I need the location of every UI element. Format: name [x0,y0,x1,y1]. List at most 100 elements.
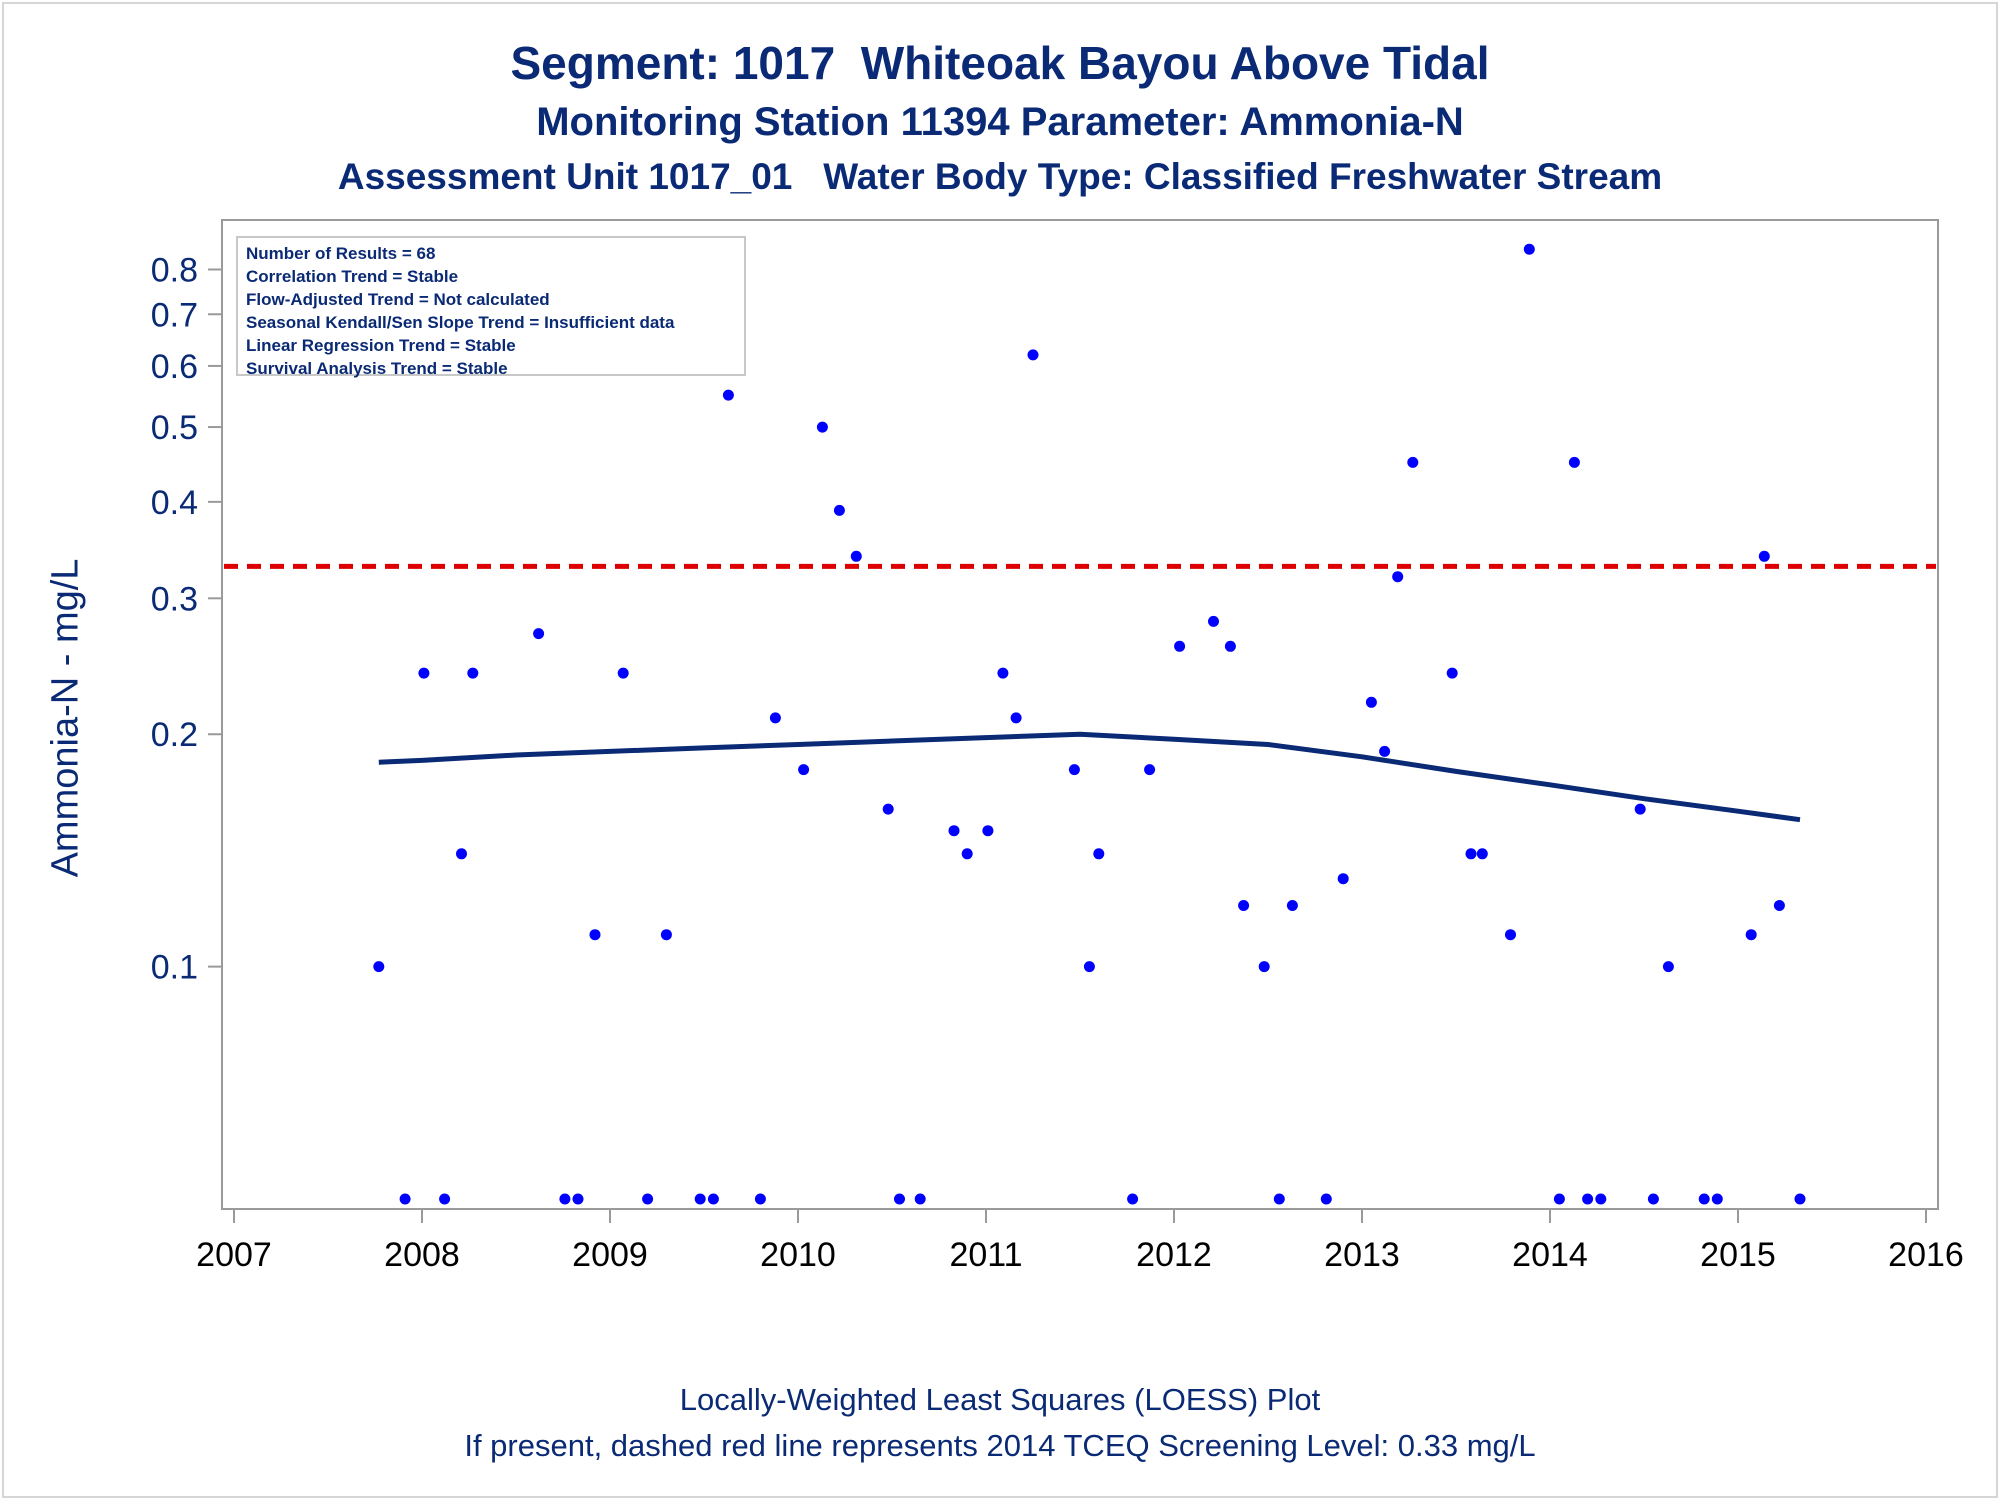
data-point [589,929,601,941]
y-tick-label: 0.2 [151,716,198,754]
data-point [798,764,810,776]
data-point [439,1193,451,1205]
data-point [816,421,828,433]
trend-stats-box: Number of Results = 68 Correlation Trend… [236,236,746,378]
data-point [722,389,734,401]
chart-title: Segment: 1017 Whiteoak Bayou Above Tidal [510,37,1490,89]
data-point [1068,764,1080,776]
data-point [1407,456,1419,468]
data-point [1711,1193,1723,1205]
x-tick-label: 2014 [1512,1236,1588,1274]
data-point [1505,929,1516,941]
data-point [833,504,845,516]
data-point [1476,848,1488,860]
data-point [1208,615,1219,627]
loess-curve [378,731,1801,823]
data-point [997,667,1009,679]
data-point [769,712,781,724]
x-tick-label: 2010 [760,1236,836,1274]
data-point [533,628,545,640]
data-point [1582,1193,1594,1205]
data-point [982,825,994,837]
data-point [1634,803,1646,815]
data-point [1446,667,1458,679]
data-point [1273,1193,1285,1205]
data-point [1027,349,1039,361]
data-point [1698,1193,1710,1205]
data-point [1662,961,1674,973]
data-point [418,667,430,679]
y-tick-label: 0.8 [151,251,198,289]
x-tick-label: 2012 [1136,1236,1212,1274]
chart-subtitle-station: Monitoring Station 11394 Parameter: Ammo… [536,100,1464,144]
stat-survival-analysis-trend: Survival Analysis Trend = Stable [246,359,508,378]
data-point [1337,873,1349,885]
footnote-loess: Locally-Weighted Least Squares (LOESS) P… [679,1382,1321,1417]
data-point [1286,900,1298,911]
data-point [1523,243,1535,255]
x-tick-label: 2013 [1324,1236,1400,1274]
data-points [373,243,1806,1205]
data-point [1647,1193,1659,1205]
data-point [1365,696,1377,708]
data-point [559,1193,571,1205]
data-point [694,1193,706,1205]
chart-subtitle-assessment: Assessment Unit 1017_01 Water Body Type:… [337,156,1663,197]
data-point [617,667,629,679]
data-point [948,825,960,837]
data-point [642,1193,654,1205]
x-tick-label: 2008 [384,1236,460,1274]
data-point [754,1193,766,1205]
x-tick-label: 2016 [1888,1236,1964,1274]
data-point [914,1193,926,1205]
data-point [1083,961,1095,973]
data-point [850,550,862,562]
data-point [1553,1193,1565,1205]
data-point [399,1193,411,1205]
data-point [1465,848,1477,860]
data-point [1773,900,1785,911]
y-tick-label: 0.4 [151,484,198,522]
data-point [707,1193,719,1205]
y-tick-label: 0.5 [151,409,198,447]
x-axis: 2007 2008 2009 2010 2011 2012 2013 2014 2015 2016 [196,1209,1964,1274]
data-point [882,803,894,815]
data-point [1758,550,1770,562]
stat-flow-adjusted-trend: Flow-Adjusted Trend = Not calculated [246,290,550,309]
data-point [1379,745,1391,757]
data-point [1320,1193,1332,1205]
data-point [660,929,672,941]
data-point [572,1193,584,1205]
data-point [1794,1193,1806,1205]
stat-linear-regression-trend: Linear Regression Trend = Stable [246,336,516,355]
x-tick-label: 2007 [196,1236,272,1274]
data-point [1144,764,1156,776]
data-point [1595,1193,1607,1205]
y-tick-label: 0.6 [151,348,198,386]
data-point [456,848,467,860]
data-point [1224,640,1236,652]
data-point [1392,571,1404,583]
data-point [373,961,385,973]
data-point [1093,848,1105,860]
y-axis: 0.1 0.2 0.3 0.4 0.5 0.6 0.7 0.8 [151,251,222,987]
data-point [1010,712,1022,724]
data-point [1238,900,1250,911]
data-point [894,1193,905,1205]
data-point [467,667,479,679]
data-point [1127,1193,1139,1205]
stat-correlation-trend: Correlation Trend = Stable [246,267,459,286]
y-tick-label: 0.3 [151,580,198,618]
y-axis-label: Ammonia-N - mg/L [44,558,87,878]
x-tick-label: 2011 [949,1236,1022,1274]
data-point [961,848,973,860]
data-point [1258,961,1270,973]
footnote-screening-level: If present, dashed red line represents 2… [464,1428,1536,1463]
x-tick-label: 2015 [1700,1236,1776,1274]
stat-seasonal-kendall-trend: Seasonal Kendall/Sen Slope Trend = Insuf… [246,313,675,332]
x-tick-label: 2009 [572,1236,648,1274]
data-point [1568,456,1580,468]
plot-area [221,219,1939,1210]
